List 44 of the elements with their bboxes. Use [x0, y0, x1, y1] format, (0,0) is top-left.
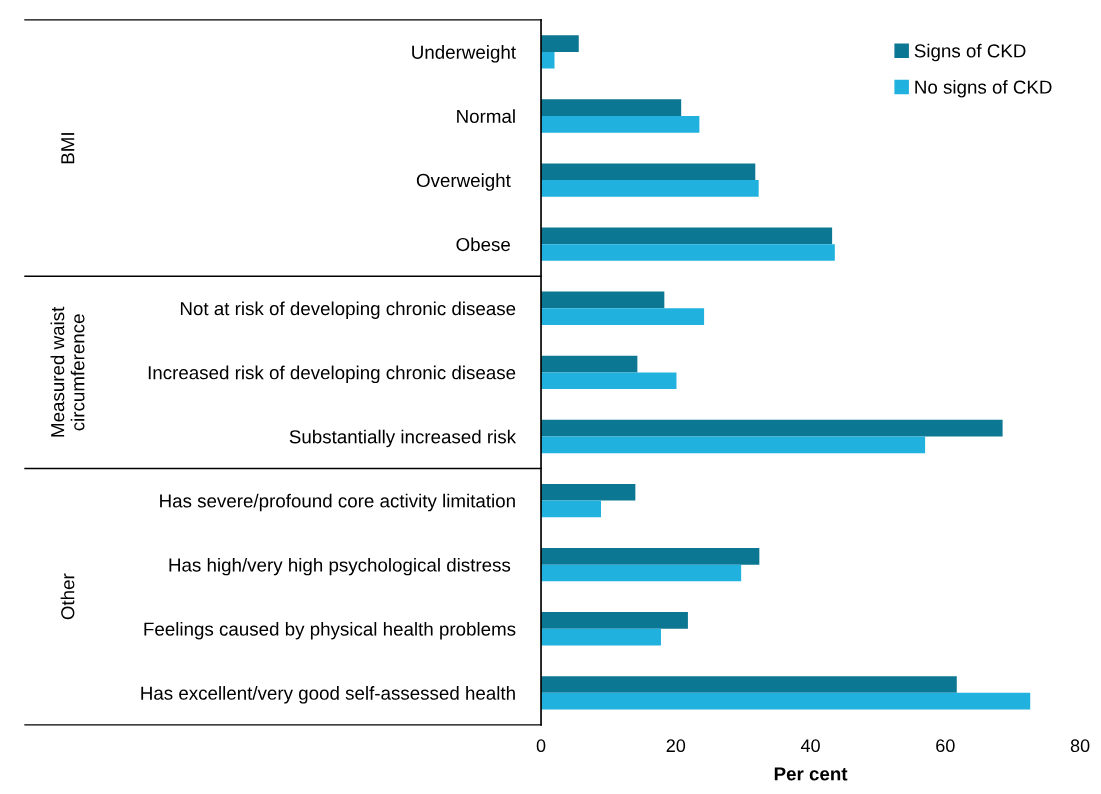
bar: [541, 244, 835, 261]
legend-label: Signs of CKD: [914, 43, 1026, 62]
bar: [541, 612, 688, 629]
bar: [541, 99, 682, 116]
y-tick-label: Normal: [457, 109, 515, 123]
y-tick-label: Feelings caused by physical health problems: [144, 621, 516, 640]
bar: [541, 436, 926, 454]
y-tick-label: Has excellent/very good self-assessed health: [141, 686, 515, 704]
bar: [541, 692, 1031, 710]
bar: [541, 372, 677, 390]
text: Measured waist circumference: [50, 306, 85, 437]
bar: [541, 291, 665, 309]
y-tick-label: Has severe/profound core activity limitation: [160, 493, 515, 512]
bar: [541, 180, 759, 197]
x-tick-label: 20: [666, 739, 686, 753]
x-tick-label: 0: [536, 739, 546, 753]
y-tick-label: Obese: [456, 237, 510, 252]
x-tick-label: 80: [1070, 739, 1090, 753]
y-tick-label: Overweight: [416, 173, 511, 191]
bar: [541, 51, 555, 69]
bar: [541, 227, 833, 245]
bar: [541, 676, 957, 693]
bar: [541, 35, 579, 52]
y-tick-label: Has high/very high psychological distress: [169, 557, 511, 576]
bar: [541, 548, 760, 565]
y-tick-label: Underweight: [412, 45, 516, 63]
x-axis-title: Per cent: [774, 767, 848, 781]
bar: [541, 564, 742, 582]
bar: [541, 628, 661, 646]
y-tick-label: Not at risk of developing chronic disease: [180, 301, 516, 319]
legend-label: No signs of CKD: [915, 80, 1052, 98]
y-tick-label: Substantially increased risk: [289, 429, 517, 448]
text: BMI: [61, 133, 75, 164]
y-tick-label: Increased risk of developing chronic disease: [148, 365, 516, 384]
x-tick-label: 40: [800, 739, 820, 753]
x-tick-label: 60: [936, 739, 955, 753]
bar: [541, 116, 700, 133]
bar: [541, 163, 756, 181]
bar: [541, 419, 1003, 437]
bar: [541, 483, 636, 501]
bar: [541, 308, 705, 325]
text: Other: [60, 573, 75, 620]
bar: [541, 355, 638, 373]
bar: [541, 500, 601, 518]
